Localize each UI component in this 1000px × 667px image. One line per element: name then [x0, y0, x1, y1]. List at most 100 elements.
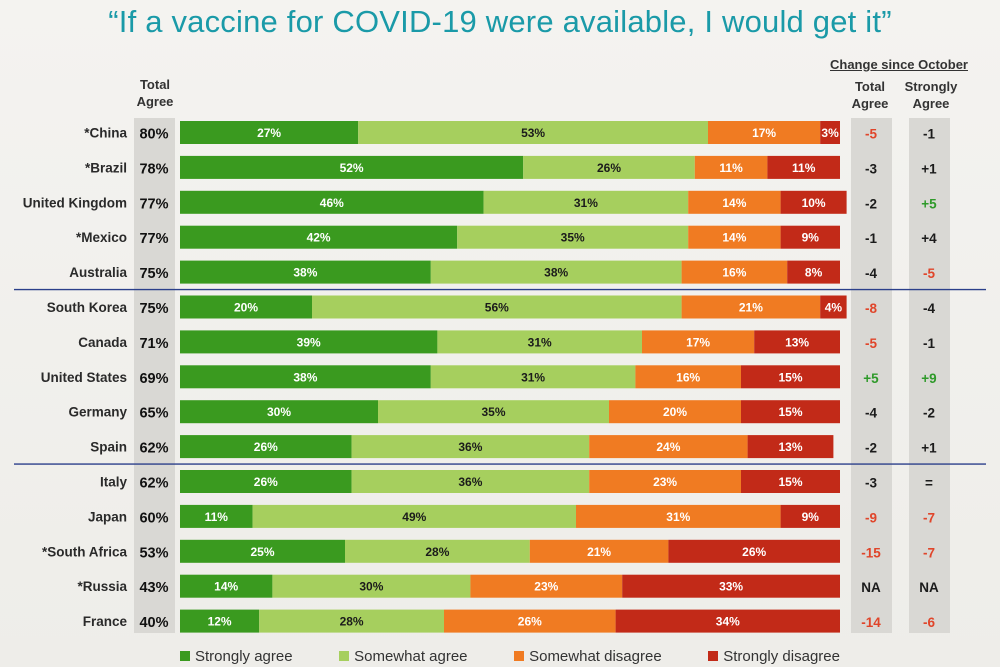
change-total-agree-mexico: -1	[865, 231, 877, 246]
bar-somewhat-agree-spain	[351, 435, 590, 459]
bar-label-somewhat-disagree-russia: 23%	[534, 580, 558, 594]
change-since-october-header: Change since October	[830, 57, 968, 72]
bar-strongly-disagree-south-africa	[668, 539, 840, 563]
bar-strongly-disagree-spain	[747, 435, 834, 459]
change-total-header-line2: Agree	[851, 96, 889, 111]
bar-label-strongly-agree-south-korea: 20%	[234, 301, 258, 315]
bar-somewhat-agree-germany	[378, 400, 609, 424]
bar-label-somewhat-disagree-mexico: 14%	[722, 231, 746, 245]
total-agree-column-bg	[134, 118, 175, 633]
total-agree-value-south-africa: 53%	[139, 545, 168, 561]
bar-somewhat-agree-united-kingdom	[483, 190, 689, 214]
total-agree-value-australia: 75%	[139, 266, 168, 282]
bar-somewhat-disagree-italy	[589, 470, 741, 493]
bar-somewhat-disagree-south-africa	[529, 539, 669, 563]
change-total-agree-russia: NA	[861, 580, 881, 595]
bar-label-somewhat-disagree-australia: 16%	[722, 266, 746, 280]
total-agree-value-france: 40%	[139, 615, 168, 631]
total-agree-value-mexico: 77%	[139, 231, 168, 247]
bar-label-somewhat-disagree-south-korea: 21%	[739, 301, 763, 315]
change-total-agree-australia: -4	[865, 266, 877, 281]
bar-strongly-disagree-united-kingdom	[780, 190, 847, 214]
total-agree-value-south-korea: 75%	[139, 301, 168, 317]
change-total-header-line1: Total	[854, 79, 886, 94]
bar-label-strongly-agree-spain: 26%	[254, 440, 278, 454]
bar-somewhat-agree-italy	[351, 470, 590, 493]
bar-strongly-agree-spain	[180, 435, 352, 459]
change-total-agree-south-africa: -15	[861, 545, 881, 560]
bar-strongly-disagree-germany	[741, 400, 840, 424]
bar-somewhat-disagree-brazil	[694, 155, 768, 179]
bar-somewhat-agree-russia	[272, 574, 471, 598]
bar-label-somewhat-disagree-spain: 24%	[656, 440, 680, 454]
bar-label-strongly-agree-south-africa: 25%	[250, 545, 274, 559]
bar-label-somewhat-agree-russia: 30%	[359, 580, 383, 594]
bar-strongly-agree-south-africa	[180, 539, 345, 563]
bar-strongly-agree-france	[180, 609, 260, 633]
change-strongly-agree-australia: -5	[923, 266, 935, 281]
change-strongly-agree-italy: =	[925, 476, 933, 491]
bar-label-strongly-disagree-germany: 15%	[778, 405, 802, 419]
total-agree-value-canada: 71%	[139, 336, 168, 352]
country-label-italy: Italy	[100, 475, 128, 490]
bar-strongly-disagree-china	[820, 121, 840, 144]
bar-label-strongly-agree-canada: 39%	[297, 335, 321, 349]
bar-strongly-disagree-australia	[787, 260, 840, 284]
bar-strongly-agree-south-korea	[180, 295, 312, 319]
country-label-united-states: United States	[41, 370, 127, 385]
change-strongly-header-line1: Strongly	[904, 79, 958, 94]
bar-somewhat-disagree-china	[708, 121, 821, 144]
bar-label-somewhat-disagree-united-kingdom: 14%	[722, 196, 746, 210]
country-label-south-africa: *South Africa	[42, 544, 127, 559]
bar-label-somewhat-agree-italy: 36%	[458, 475, 482, 489]
change-strongly-agree-japan: -7	[923, 510, 935, 525]
total-agree-value-china: 80%	[139, 127, 168, 143]
legend-label-strongly-agree: Strongly agree	[195, 647, 293, 665]
bar-somewhat-agree-brazil	[523, 155, 695, 179]
change-strongly-agree-united-kingdom: +5	[921, 196, 937, 211]
bar-somewhat-agree-south-africa	[345, 539, 530, 563]
bar-somewhat-agree-united-states	[430, 365, 636, 389]
country-label-australia: Australia	[69, 265, 127, 280]
country-label-france: France	[83, 614, 128, 629]
bar-label-somewhat-disagree-japan: 31%	[666, 510, 690, 524]
change-strongly-agree-united-states: +9	[921, 371, 936, 386]
total-agree-value-japan: 60%	[139, 510, 168, 526]
bar-strongly-agree-germany	[180, 400, 378, 424]
total-agree-value-russia: 43%	[139, 580, 168, 596]
country-label-mexico: *Mexico	[76, 230, 127, 245]
bar-label-somewhat-disagree-china: 17%	[752, 126, 776, 140]
bar-label-somewhat-agree-south-africa: 28%	[425, 545, 449, 559]
legend-label-somewhat-agree: Somewhat agree	[354, 647, 468, 665]
bar-strongly-agree-australia	[180, 260, 431, 284]
bar-label-somewhat-agree-mexico: 35%	[561, 231, 585, 245]
legend: Strongly agree Somewhat agree Somewhat d…	[180, 646, 840, 666]
bar-strongly-agree-russia	[180, 574, 273, 598]
chart-title: “If a vaccine for COVID-19 were availabl…	[108, 4, 892, 39]
bar-label-strongly-disagree-united-states: 15%	[778, 370, 802, 384]
bar-label-somewhat-agree-australia: 38%	[544, 266, 568, 280]
bar-label-strongly-disagree-australia: 8%	[805, 266, 823, 280]
bar-strongly-disagree-japan	[780, 504, 840, 528]
country-label-brazil: *Brazil	[85, 160, 127, 175]
bar-somewhat-agree-china	[358, 121, 708, 144]
change-strongly-agree-spain: +1	[921, 441, 937, 456]
total-agree-value-germany: 65%	[139, 406, 168, 422]
bar-label-somewhat-agree-south-korea: 56%	[485, 301, 509, 315]
total-agree-header-line1: Total	[139, 77, 171, 92]
change-strongly-agree-south-korea: -4	[923, 301, 935, 316]
bar-somewhat-disagree-france	[444, 609, 616, 633]
change-strongly-agree-canada: -1	[923, 336, 935, 351]
legend-label-somewhat-disagree: Somewhat disagree	[529, 647, 662, 665]
bar-label-strongly-agree-mexico: 42%	[307, 231, 331, 245]
change-total-agree-brazil: -3	[865, 161, 877, 176]
bar-strongly-disagree-italy	[741, 470, 840, 493]
change-total-agree-france: -14	[861, 615, 881, 630]
bar-strongly-disagree-mexico	[780, 225, 840, 249]
bar-somewhat-agree-japan	[252, 504, 576, 528]
bar-label-somewhat-disagree-germany: 20%	[663, 405, 687, 419]
change-strongly-agree-mexico: +4	[921, 231, 937, 246]
bar-label-strongly-agree-china: 27%	[257, 126, 281, 140]
bar-somewhat-agree-australia	[430, 260, 682, 284]
